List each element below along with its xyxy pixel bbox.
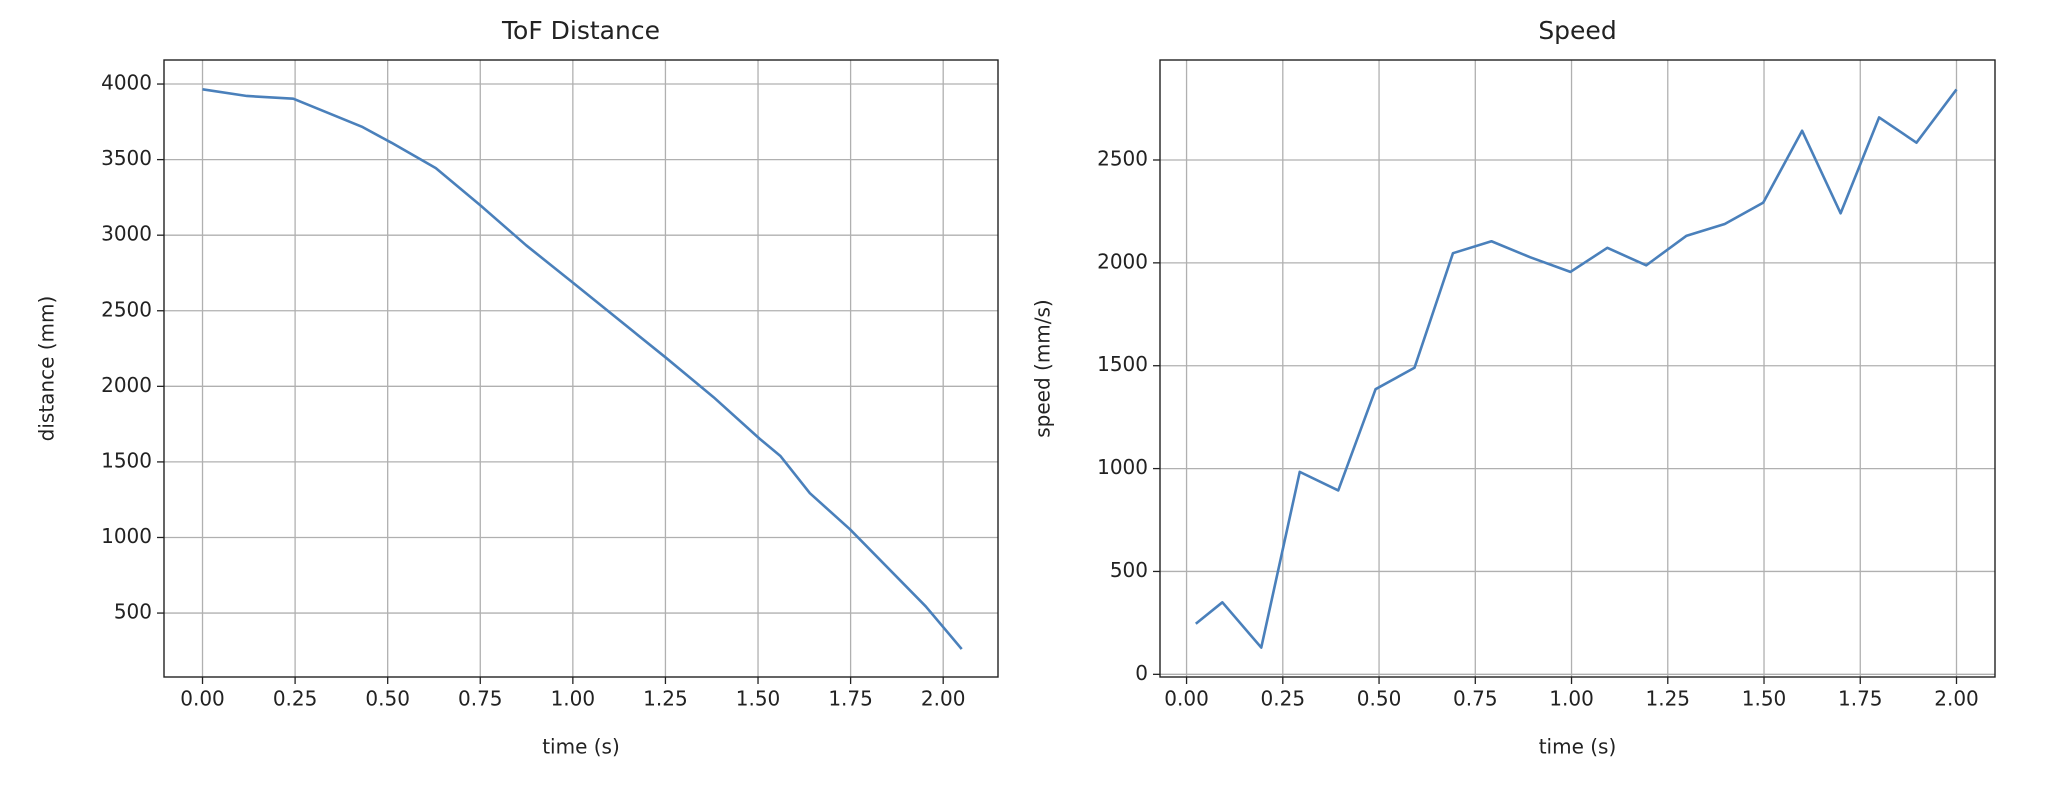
y-tick-label: 500 [114,600,152,624]
chart-title: Speed [1538,16,1616,45]
y-tick-label: 1000 [1097,455,1148,479]
y-tick-label: 2000 [101,373,152,397]
data-line [202,88,963,650]
x-tick-label: 0.75 [458,687,503,711]
x-axis-label: time (s) [1539,735,1617,759]
x-tick-label: 0.50 [365,687,410,711]
x-tick-label: 0.25 [273,687,318,711]
x-axis-label: time (s) [542,735,620,759]
x-tick-label: 1.25 [1646,687,1691,711]
x-tick-label: 0.00 [1164,687,1209,711]
x-tick-label: 0.25 [1261,687,1306,711]
y-tick-label: 4000 [101,71,152,95]
x-tick-label: 2.00 [1934,687,1979,711]
y-tick-label: 2500 [101,297,152,321]
y-tick-label: 3500 [101,146,152,170]
y-tick-label: 1500 [1097,352,1148,376]
plot-frame [1159,59,1996,678]
y-tick-label: 2500 [1097,146,1148,170]
y-tick-label: 1000 [101,524,152,548]
x-tick-label: 0.50 [1357,687,1402,711]
x-tick-label: 1.00 [551,687,596,711]
x-tick-label: 0.75 [1453,687,1498,711]
x-tick-label: 1.75 [828,687,873,711]
x-tick-label: 1.75 [1838,687,1883,711]
x-tick-label: 1.50 [736,687,781,711]
y-tick-label: 2000 [1097,249,1148,273]
plot-frame [163,59,999,678]
x-tick-label: 2.00 [921,687,966,711]
chart-title: ToF Distance [501,16,660,45]
x-tick-label: 1.00 [1549,687,1594,711]
y-axis-label: distance (mm) [35,296,59,442]
x-tick-label: 1.50 [1742,687,1787,711]
y-tick-label: 1500 [101,448,152,472]
data-line [1194,88,1958,649]
y-axis-label: speed (mm/s) [1031,299,1055,438]
y-tick-label: 3000 [101,222,152,246]
y-tick-label: 500 [1110,558,1148,582]
x-tick-label: 0.00 [180,687,225,711]
y-tick-label: 0 [1135,661,1148,685]
x-tick-label: 1.25 [643,687,688,711]
